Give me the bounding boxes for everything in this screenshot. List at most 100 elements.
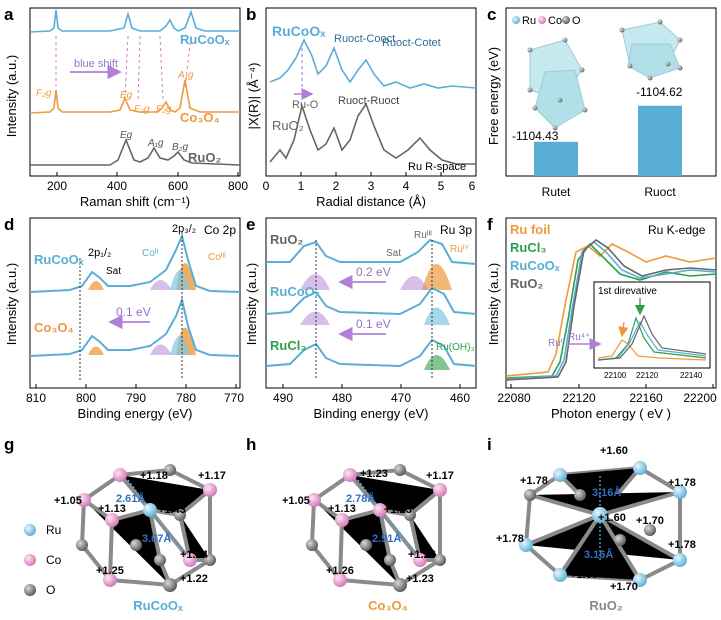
annotation: Ru-O [292,99,319,111]
structure-caption: Co₃O₄ [368,598,408,613]
peak-label: F₂g [156,104,172,115]
charge-label: +1.13 [98,503,126,515]
atoms [306,464,447,592]
tick: 22160 [629,391,663,405]
trace-label: Ru foil [510,222,550,237]
trace-co3o4 [29,79,240,114]
trace-label: RuO₂ [272,118,304,133]
trace-label: RuCoOₓ [180,32,230,47]
trace-ruo2 [505,239,717,381]
trace-label: RuCoOₓ [270,284,320,299]
charge-label: +1.60 [600,445,628,457]
peak-label: F₂g [134,104,150,115]
trace-rucoox [29,232,241,293]
charge-label: +1.23 [384,504,412,516]
atoms [519,461,687,587]
tick: 480 [332,391,352,405]
structure-caption: RuCoOₓ [133,598,183,613]
trace-label: RuCl₃ [510,240,546,255]
charge-label: +1.18 [140,470,168,482]
bar-value-label: -1104.43 [512,129,559,143]
annotation: Ru(OH)₃ [436,342,475,353]
tick: 810 [26,391,46,405]
panel-e-label: e [246,215,255,234]
tick: 22080 [497,391,531,405]
tick: 3 [368,179,375,193]
annotation: 2p₁/₂ [88,247,111,259]
panel-g: g +1.18 +1.17 +1.05 +1.13 +1.43 +1.24 [4,435,226,613]
panel-d-xticks: 810 800 790 780 770 [26,384,244,405]
panel-c-legend: Ru Co O [512,15,581,27]
trace-label: RuO₂ [270,232,303,247]
shift-label: 0.1 eV [356,317,391,331]
charge-label: +1.22 [180,573,208,585]
tick: 6 [469,179,476,193]
tick: 1 [298,179,305,193]
annotation: Coᴵᴵ [142,248,158,259]
charge-label: +1.23 [406,573,434,585]
panel-c-ylabel: Free energy (eV) [486,47,501,145]
panel-c-label: c [487,5,496,24]
charge-label: +1.05 [282,495,310,507]
panel-b-label: b [246,5,256,24]
tick: 490 [273,391,293,405]
tick: 470 [391,391,411,405]
tick: 460 [450,391,470,405]
trace-rucoox [265,286,477,316]
crystal-ruoct [619,19,683,81]
trace-label: RuO₂ [188,150,221,165]
trace-rucl3 [265,338,477,368]
panel-b: b |X(R)| (Å⁻⁴) 0 1 2 3 4 5 6 Radial dist… [246,5,477,209]
inset-tick: 22140 [680,371,703,380]
structure-caption: RuO₂ [589,598,622,613]
distance-label: 3.16Å [592,486,621,499]
annotation: Ruᴵᴵᴵ [414,230,432,241]
panel-f-label: f [487,215,493,234]
bar-ruoct [638,105,682,176]
trace-label: RuCoOₓ [272,23,326,39]
trace-label: Co₃O₄ [34,320,74,335]
bar-rutet [534,141,578,176]
trace-label: RuO₂ [510,276,543,291]
panel-b-ylabel: |X(R)| (Å⁻⁴) [246,63,261,130]
tick: 800 [228,179,248,193]
tick: 400 [107,179,127,193]
peak-label: B₂g [172,142,188,153]
charge-label: +1.05 [54,495,82,507]
tick: 0 [263,179,270,193]
peak-label: A₁g [177,70,194,81]
panel-h-label: h [246,435,256,454]
distance-label: 3.07Å [142,532,171,545]
charge-label: +1.24 [180,549,209,561]
tick: 800 [76,391,96,405]
atoms [76,464,217,592]
tick: 22120 [562,391,596,405]
charge-label: +1.23 [360,468,388,480]
trace-label: RuCoOₓ [510,258,560,273]
panel-h: h +1.23 +1.17 +1.05 +1.13 +1.23 +1.25 [246,435,454,613]
panel-i: i +1.60 +1.78 +1.78 +1.78 +1.78 +1.60 +1… [487,435,696,613]
panel-e-note: Ru 3p [440,223,472,237]
legend-label: O [46,583,55,597]
panel-b-xticks: 0 1 2 3 4 5 6 [263,172,477,193]
blue-shift-label: blue shift [74,58,118,70]
trace-ruo2 [266,238,477,265]
tick: 780 [176,391,196,405]
peak-label: Eg [120,90,133,101]
panel-g-label: g [4,435,14,454]
panel-d-label: d [4,215,14,234]
panel-f-xlabel: Photon energy ( eV ) [551,406,671,421]
legend-label: Ru [522,15,536,27]
tick: 770 [224,391,244,405]
peak-label: F₂g [36,88,52,99]
charge-label: +1.60 [570,569,598,581]
panel-a-xlabel: Raman shift (cm⁻¹) [80,194,190,209]
panel-a: a Intensity (a.u.) 200 400 600 800 Raman… [4,5,248,209]
tick: 22200 [683,391,717,405]
annotation: Coᴵᴵᴵ [208,252,226,263]
bonds [523,465,682,583]
peak-label: A₁g [147,138,164,149]
panel-a-label: a [4,5,14,24]
tick: 5 [438,179,445,193]
inset-title: 1st direvative [598,286,657,297]
